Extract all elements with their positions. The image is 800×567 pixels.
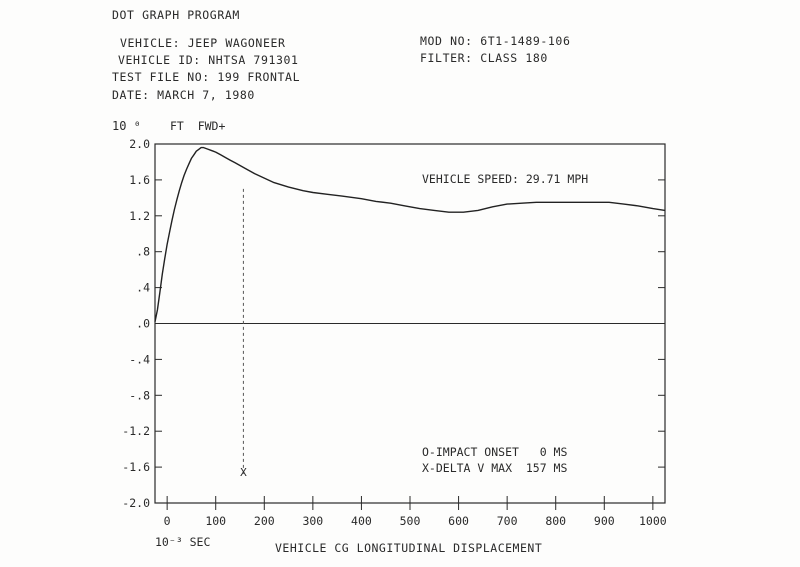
y-tick-label: .8 (136, 245, 150, 259)
y-tick-label: .4 (136, 281, 150, 295)
x-tick-label: 500 (400, 514, 421, 528)
impact-onset-annotation: O-IMPACT ONSET 0 MS (422, 445, 567, 459)
y-tick-label: -2.0 (122, 496, 150, 510)
y-tick-label: -1.2 (122, 424, 150, 438)
x-tick-label: 1000 (639, 514, 667, 528)
program-title: DOT GRAPH PROGRAM (112, 8, 240, 22)
x-tick-label: 400 (351, 514, 372, 528)
x-tick-label: 200 (254, 514, 275, 528)
x-axis-label: VEHICLE CG LONGITUDINAL DISPLACEMENT (275, 541, 542, 555)
y-tick-label: 1.6 (129, 173, 150, 187)
vehicle-label: VEHICLE: JEEP WAGONEER (120, 36, 286, 50)
y-tick-label: -1.6 (122, 460, 150, 474)
test-file-label: TEST FILE NO: 199 FRONTAL (112, 70, 301, 84)
displacement-series-line (154, 146, 666, 322)
date-label: DATE: MARCH 7, 1980 (112, 88, 255, 102)
y-tick-label: .0 (136, 317, 150, 331)
x-tick-label: 0 (164, 514, 171, 528)
y-tick-label: 1.2 (129, 209, 150, 223)
x-unit-label: 10⁻³ SEC (155, 535, 210, 549)
x-tick-label: 900 (594, 514, 615, 528)
y-tick-label: -.8 (129, 388, 150, 402)
x-tick-label: 600 (448, 514, 469, 528)
y-tick-label: 2.0 (129, 137, 150, 151)
x-tick-label: 100 (205, 514, 226, 528)
delta-v-marker-symbol: X (240, 466, 247, 479)
mod-no-label: MOD NO: 6T1-1489-106 (420, 34, 571, 48)
y-scale-label: 10 ⁰ (112, 119, 141, 133)
x-tick-label: 800 (545, 514, 566, 528)
y-tick-label: -.4 (129, 352, 150, 366)
delta-v-annotation: X-DELTA V MAX 157 MS (422, 461, 567, 475)
x-tick-label: 700 (497, 514, 518, 528)
x-tick-label: 300 (302, 514, 323, 528)
speed-annotation: VEHICLE SPEED: 29.71 MPH (422, 172, 588, 186)
vehicle-id-label: VEHICLE ID: NHTSA 791301 (118, 53, 299, 67)
filter-label: FILTER: CLASS 180 (420, 51, 548, 65)
y-unit-label: FT FWD+ (170, 119, 225, 133)
